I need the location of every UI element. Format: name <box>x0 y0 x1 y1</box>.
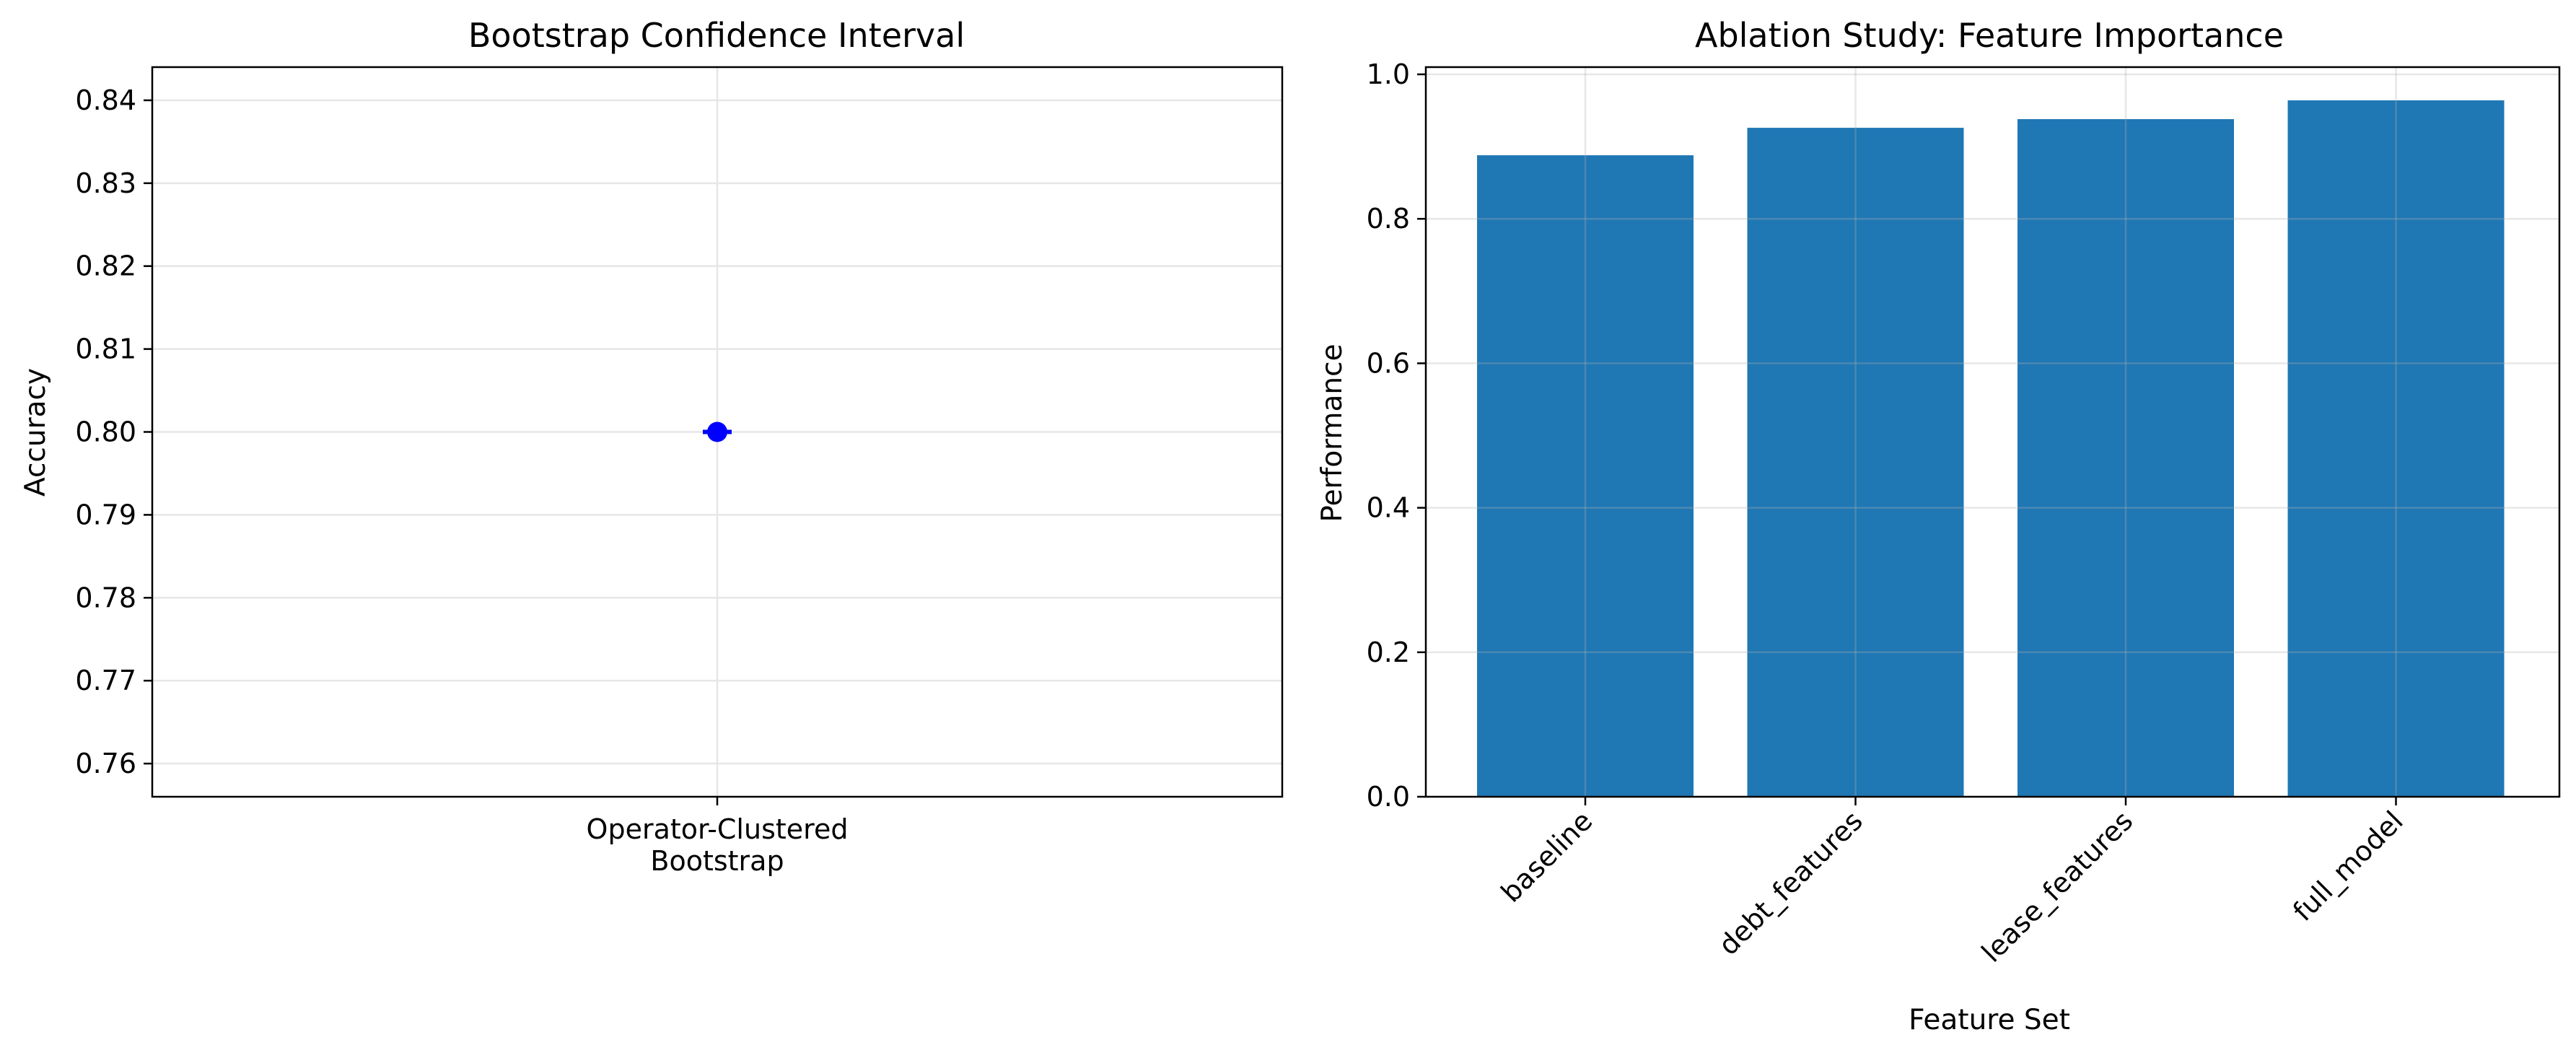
ci-marks <box>703 421 732 442</box>
ablation-chart-title: Ablation Study: Feature Importance <box>1695 16 2284 55</box>
ablation-y-axis-label: Performance <box>1316 344 1349 522</box>
ablation-bar <box>2287 100 2505 797</box>
ci-x-tick-label: Operator-Clustered Bootstrap <box>587 813 849 877</box>
ablation-chart: Ablation Study: Feature Importance Perfo… <box>1316 16 2561 1036</box>
ablation-bar <box>2018 119 2234 797</box>
ci-y-tick-label: 0.83 <box>75 167 136 199</box>
ablation-bar <box>1477 155 1694 797</box>
ablation-y-tick-label: 0.4 <box>1367 492 1410 524</box>
ci-y-tick-label: 0.77 <box>75 665 136 696</box>
ci-y-tick-label: 0.82 <box>75 250 136 282</box>
ablation-y-tick-label: 0.6 <box>1367 347 1410 379</box>
ablation-bars <box>1477 100 2505 797</box>
ci-chart-title: Bootstrap Confidence Interval <box>468 16 965 55</box>
ablation-x-tick-label: lease_features <box>1976 805 2139 969</box>
ablation-x-axis-label: Feature Set <box>1909 1004 2070 1036</box>
ci-y-tick-label: 0.79 <box>75 499 136 530</box>
ci-point <box>707 421 727 442</box>
ablation-x-tick-label: debt_features <box>1712 805 1869 961</box>
ci-y-tick-label: 0.80 <box>75 416 136 448</box>
ablation-y-tick-label: 0.8 <box>1367 203 1410 235</box>
ci-plot-frame <box>151 66 1284 798</box>
ci-y-tick-label: 0.78 <box>75 582 136 613</box>
ablation-y-tick-label: 0.0 <box>1367 781 1410 813</box>
ci-y-tick-label: 0.76 <box>75 748 136 779</box>
ablation-x-tick-label: full_model <box>2287 805 2409 927</box>
ci-y-axis-label: Accuracy <box>19 368 52 497</box>
ablation-plot-frame <box>1424 66 2561 798</box>
ci-ticks: 0.76 0.77 0.78 0.79 0.80 0.81 0.82 0.83 0.84 Oper… <box>75 84 848 877</box>
ci-y-tick-label: 0.84 <box>75 84 136 116</box>
ablation-y-tick-label: 0.2 <box>1367 637 1410 668</box>
ablation-bar <box>1747 128 1964 797</box>
bootstrap-ci-chart: Bootstrap Confidence Interval Accuracy 0… <box>19 16 1284 877</box>
ablation-x-tick-label: baseline <box>1495 805 1599 909</box>
ablation-y-tick-label: 1.0 <box>1367 58 1410 90</box>
ci-y-tick-label: 0.81 <box>75 333 136 365</box>
